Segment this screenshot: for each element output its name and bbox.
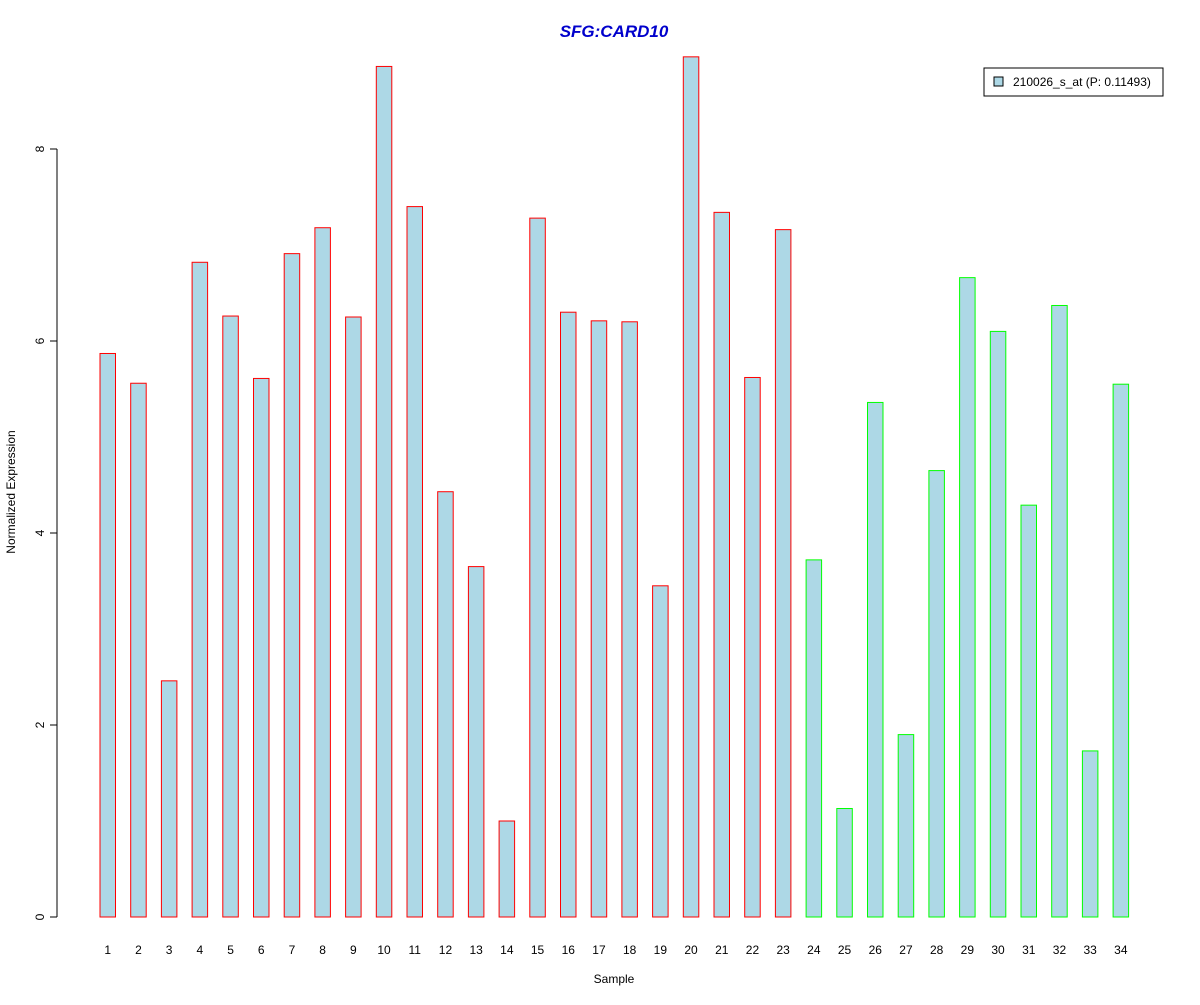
bar-sample-8 xyxy=(314,227,331,918)
y-tick-label: 8 xyxy=(33,145,47,152)
bar-sample-29 xyxy=(959,277,976,918)
x-tick-label: 11 xyxy=(409,943,422,957)
x-tick-label: 31 xyxy=(1022,943,1036,957)
bar-sample-10 xyxy=(375,65,393,918)
bar-sample-31 xyxy=(1020,504,1037,918)
x-tick-label: 32 xyxy=(1053,943,1067,957)
bar-sample-9 xyxy=(345,316,362,918)
bar-sample-25 xyxy=(836,808,853,918)
y-tick-label: 0 xyxy=(33,913,47,920)
y-tick-label: 2 xyxy=(33,721,47,728)
x-tick-label: 34 xyxy=(1114,943,1128,957)
x-tick-label: 8 xyxy=(319,943,326,957)
x-tick-label: 30 xyxy=(991,943,1005,957)
x-tick-label: 4 xyxy=(197,943,204,957)
bar-sample-11 xyxy=(406,206,423,918)
legend-label: 210026_s_at (P: 0.11493) xyxy=(1013,75,1151,89)
bar-sample-6 xyxy=(253,377,270,918)
bar-sample-5 xyxy=(222,315,239,918)
legend-box xyxy=(983,67,1164,97)
x-tick-label: 21 xyxy=(715,943,729,957)
x-tick-label: 7 xyxy=(289,943,296,957)
bar-sample-23 xyxy=(774,229,792,918)
legend: 210026_s_at (P: 0.11493) xyxy=(983,67,1164,97)
y-axis: 0 2 4 6 8 xyxy=(33,145,58,920)
bar-sample-30 xyxy=(989,330,1007,918)
y-tick-label: 4 xyxy=(33,529,47,536)
x-tick-label: 27 xyxy=(899,943,913,957)
x-tick-label: 12 xyxy=(439,943,453,957)
bar-sample-15 xyxy=(529,217,546,918)
x-tick-label: 17 xyxy=(592,943,606,957)
x-tick-label: 13 xyxy=(469,943,483,957)
x-tick-label: 9 xyxy=(350,943,357,957)
bar-sample-1 xyxy=(99,352,116,918)
bar-sample-18 xyxy=(621,321,638,918)
bar-sample-34 xyxy=(1112,383,1130,918)
bar-sample-14 xyxy=(498,820,516,918)
x-tick-label: 26 xyxy=(869,943,883,957)
x-tick-label: 24 xyxy=(807,943,821,957)
chart-title: SFG:CARD10 xyxy=(560,22,669,41)
bar-sample-28 xyxy=(928,470,945,918)
bar-sample-22 xyxy=(744,376,761,918)
bar-sample-13 xyxy=(467,566,485,918)
x-tick-label: 15 xyxy=(531,943,545,957)
x-tick-label: 10 xyxy=(377,943,391,957)
bars-group xyxy=(99,56,1130,918)
bar-sample-32 xyxy=(1051,304,1068,918)
x-tick-label: 22 xyxy=(746,943,760,957)
bar-sample-20 xyxy=(682,56,700,918)
bar-sample-17 xyxy=(590,320,608,918)
bar-sample-24 xyxy=(805,559,823,918)
x-tick-label: 16 xyxy=(562,943,576,957)
bar-sample-33 xyxy=(1081,750,1099,918)
bar-sample-26 xyxy=(867,401,884,918)
x-tick-label: 5 xyxy=(227,943,234,957)
bar-sample-19 xyxy=(652,585,669,918)
x-tick-label: 29 xyxy=(961,943,975,957)
bar-sample-4 xyxy=(191,261,209,918)
bar-sample-2 xyxy=(130,382,147,918)
x-tick-label: 2 xyxy=(135,943,142,957)
x-tick-label: 25 xyxy=(838,943,852,957)
y-tick-label: 6 xyxy=(33,337,47,344)
x-tick-label: 28 xyxy=(930,943,944,957)
x-tick-label: 18 xyxy=(623,943,637,957)
bar-sample-7 xyxy=(283,253,301,918)
x-tick-label: 6 xyxy=(258,943,265,957)
x-tick-label: 20 xyxy=(684,943,698,957)
bar-sample-21 xyxy=(713,211,730,918)
x-tick-label: 14 xyxy=(500,943,514,957)
x-axis-title: Sample xyxy=(594,972,635,986)
x-tick-label: 23 xyxy=(776,943,790,957)
legend-swatch xyxy=(993,76,1004,87)
bar-sample-16 xyxy=(560,311,577,918)
bar-sample-27 xyxy=(897,734,915,918)
x-tick-label: 19 xyxy=(654,943,668,957)
x-tick-label: 1 xyxy=(104,943,111,957)
x-tick-labels: 1 2 3 4 5 6 7 8 9 10 11 12 13 14 15 16 17 18 19 20 21 22 23 24 2… xyxy=(104,943,1127,957)
y-axis-title: Normalized Expression xyxy=(4,430,18,553)
bar-sample-3 xyxy=(160,680,178,918)
bar-sample-12 xyxy=(437,491,454,918)
x-tick-label: 33 xyxy=(1083,943,1097,957)
x-tick-label: 3 xyxy=(166,943,173,957)
